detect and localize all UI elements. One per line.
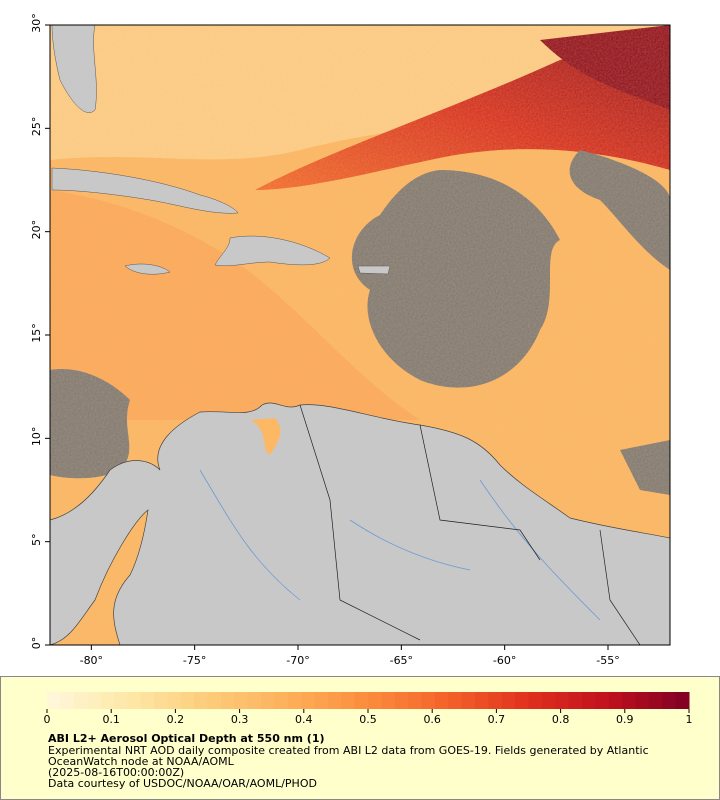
colorbar-step: [261, 692, 275, 709]
colorbar-step: [475, 692, 489, 709]
colorbar-step: [301, 692, 315, 709]
colorbar-step: [100, 692, 115, 709]
x-tick-label: -80°: [80, 654, 103, 667]
colorbar-step: [73, 692, 88, 709]
colorbar-tick-label: 0.1: [102, 713, 120, 726]
y-tick-label: 5°: [30, 533, 43, 546]
colorbar-tick-label: 0.2: [167, 713, 185, 726]
colorbar-step: [167, 692, 182, 709]
colorbar-tick-label: 0.6: [423, 713, 441, 726]
colorbar-tick-label: 1: [686, 713, 693, 726]
colorbar-step: [662, 692, 677, 709]
x-tick-label: -55°: [596, 654, 619, 667]
colorbar-step: [207, 692, 222, 709]
colorbar-step: [354, 692, 369, 709]
colorbar-tick-label: 0.5: [359, 713, 377, 726]
colorbar-step: [635, 692, 650, 709]
colorbar-step: [595, 692, 610, 709]
colorbar-step: [154, 692, 168, 709]
colorbar-step: [648, 692, 663, 709]
caption-line: OceanWatch node at NOAA/AOML: [48, 755, 235, 768]
colorbar-tick-label: 0.7: [488, 713, 506, 726]
x-tick-label: -70°: [286, 654, 309, 667]
colorbar-tick-label: 0.9: [616, 713, 634, 726]
colorbar-step: [528, 692, 543, 709]
colorbar-step: [127, 692, 142, 709]
colorbar-step: [448, 692, 463, 709]
colorbar-step: [501, 692, 516, 709]
colorbar-step: [220, 692, 235, 709]
colorbar-step: [368, 692, 382, 709]
colorbar-step: [622, 692, 636, 709]
colorbar-step: [394, 692, 409, 709]
colorbar-step: [87, 692, 101, 709]
colorbar-tick-label: 0.3: [231, 713, 249, 726]
colorbar-step: [488, 692, 503, 709]
colorbar-tick-label: 0: [44, 713, 51, 726]
x-tick-label: -60°: [493, 654, 516, 667]
colorbar-step: [434, 692, 449, 709]
y-tick-label: 25°: [30, 117, 43, 137]
colorbar-step: [541, 692, 556, 709]
colorbar-step: [555, 692, 570, 709]
colorbar-step: [314, 692, 329, 709]
colorbar-step: [408, 692, 422, 709]
colorbar-step: [194, 692, 208, 709]
colorbar-step: [381, 692, 396, 709]
colorbar-step: [341, 692, 356, 709]
colorbar-step: [568, 692, 583, 709]
colorbar-step: [675, 692, 690, 709]
caption-line: Data courtesy of USDOC/NOAA/OAR/AOML/PHO…: [48, 777, 317, 790]
colorbar-tick-label: 0.4: [295, 713, 313, 726]
map-image: [50, 25, 670, 645]
colorbar-step: [47, 692, 61, 709]
y-tick-label: 10°: [30, 427, 43, 447]
colorbar-step: [608, 692, 623, 709]
caption-title: ABI L2+ Aerosol Optical Depth at 550 nm …: [48, 732, 325, 745]
colorbar-step: [180, 692, 195, 709]
colorbar-step: [113, 692, 128, 709]
colorbar-step: [234, 692, 249, 709]
colorbar-tick-label: 0.8: [552, 713, 570, 726]
colorbar-step: [327, 692, 342, 709]
caption-line: Experimental NRT AOD daily composite cre…: [48, 744, 649, 757]
y-tick-label: 0°: [30, 637, 43, 650]
colorbar-step: [274, 692, 289, 709]
colorbar-step: [140, 692, 155, 709]
caption-line: (2025-08-16T00:00:00Z): [48, 766, 184, 779]
colorbar-step: [287, 692, 302, 709]
x-tick-label: -65°: [390, 654, 413, 667]
colorbar-step: [247, 692, 262, 709]
colorbar-step: [60, 692, 75, 709]
y-tick-label: 30°: [30, 13, 43, 33]
colorbar-step: [421, 692, 436, 709]
y-tick-label: 20°: [30, 220, 43, 240]
colorbar-step: [461, 692, 476, 709]
y-tick-label: 15°: [30, 323, 43, 343]
x-tick-label: -75°: [183, 654, 206, 667]
colorbar-step: [582, 692, 596, 709]
colorbar-step: [515, 692, 529, 709]
